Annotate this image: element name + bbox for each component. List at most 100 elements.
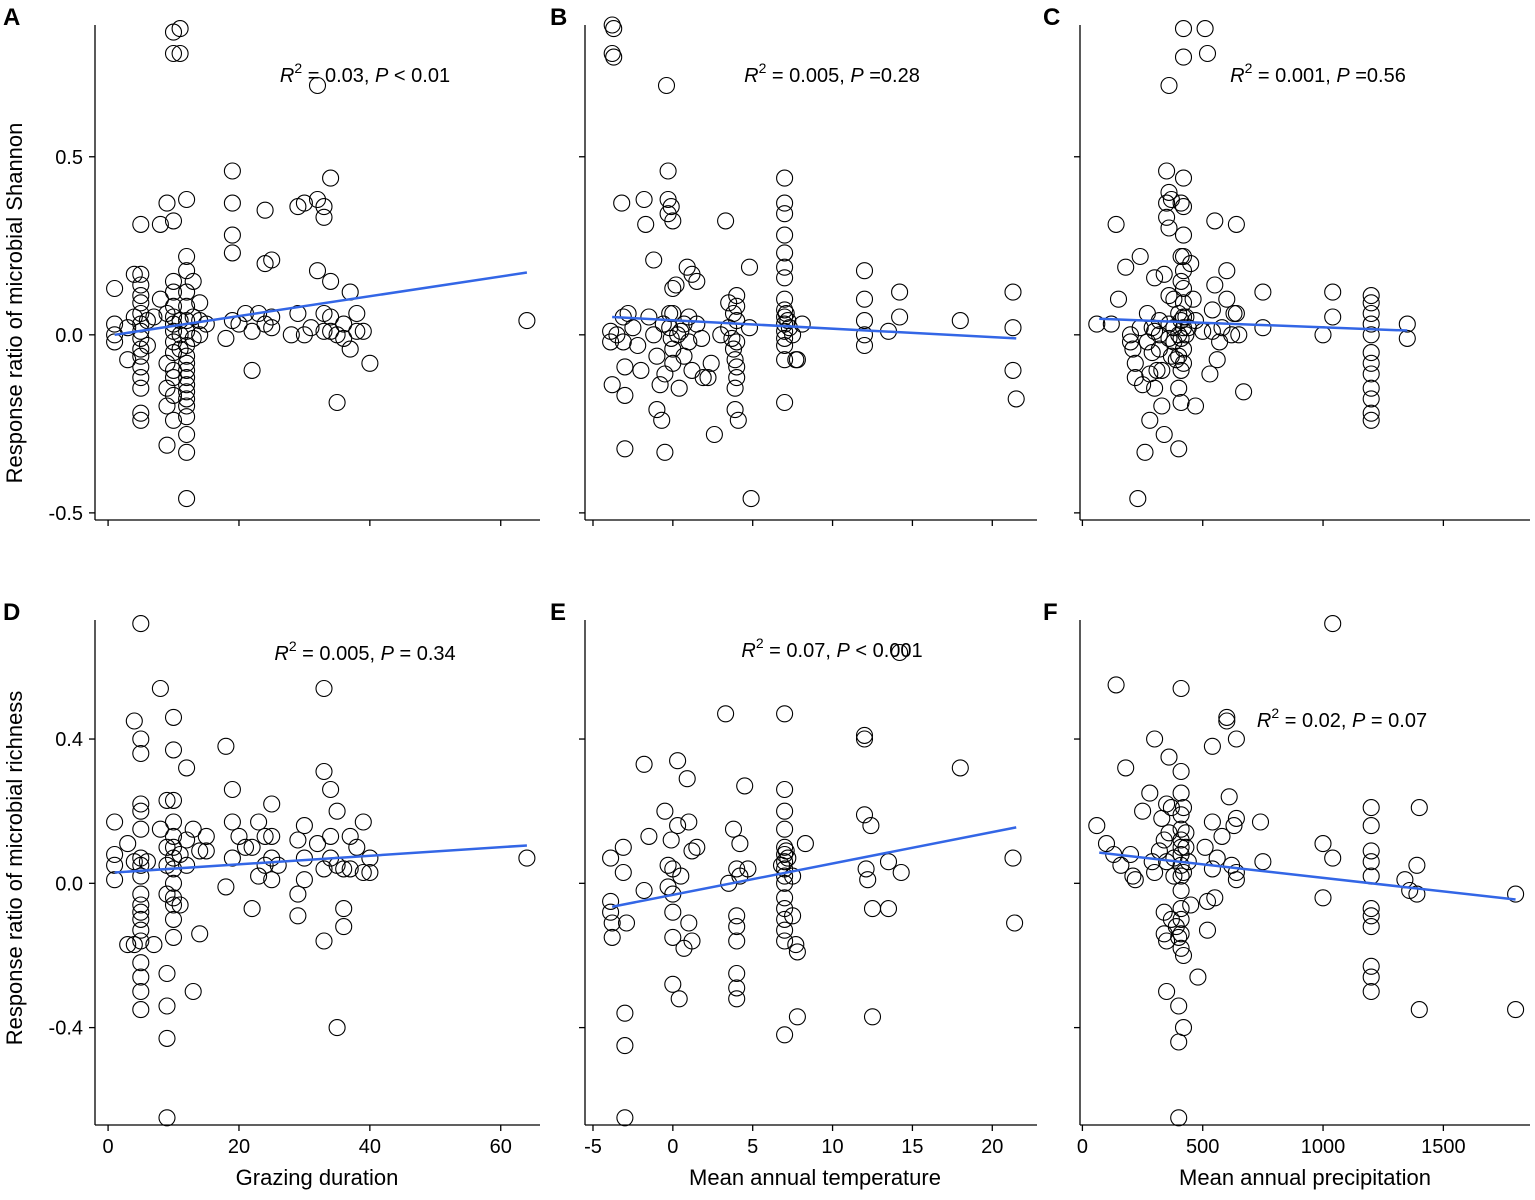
data-point: [1174, 799, 1193, 817]
data-point: [729, 411, 747, 429]
fit-line: [114, 271, 528, 337]
data-point: [1227, 863, 1245, 882]
data-point: [728, 358, 746, 376]
data-point: [788, 1008, 806, 1026]
data-point: [106, 813, 124, 831]
data-point: [348, 322, 366, 340]
data-point: [322, 827, 340, 845]
stat-annotation: R2 = 0.03, P < 0.01: [280, 60, 450, 87]
data-point: [322, 308, 340, 326]
data-point: [348, 838, 366, 856]
y-axis-title-bottom: Response ratio of microbial richness: [2, 691, 27, 1046]
data-point: [659, 878, 677, 896]
data-point: [879, 900, 898, 918]
data-point: [776, 244, 794, 262]
data-point: [776, 910, 794, 928]
data-point: [184, 982, 202, 1001]
data-point: [1174, 279, 1193, 298]
data-point: [776, 336, 794, 355]
data-point: [776, 845, 794, 864]
data-point: [132, 347, 150, 365]
data-point: [1227, 215, 1245, 233]
data-point: [171, 845, 189, 864]
data-point: [664, 975, 682, 993]
data-point: [1220, 788, 1238, 806]
data-point: [263, 849, 281, 867]
data-point: [736, 777, 754, 795]
data-point: [1230, 326, 1248, 344]
data-point: [289, 304, 307, 323]
data-point: [728, 333, 746, 351]
data-point: [158, 964, 176, 983]
data-point: [250, 867, 268, 885]
data-point: [178, 397, 196, 415]
data-point: [651, 376, 669, 394]
data-point: [777, 842, 795, 860]
data-point: [164, 791, 183, 809]
data-point: [164, 827, 183, 845]
data-point: [1172, 900, 1190, 918]
data-point: [728, 979, 746, 997]
panel-letter: E: [550, 599, 566, 626]
data-point: [726, 401, 744, 419]
data-point: [602, 333, 620, 351]
data-point: [724, 820, 743, 838]
data-point: [635, 755, 653, 773]
data-point: [1158, 208, 1176, 226]
data-point: [263, 795, 281, 813]
data-point: [776, 921, 794, 939]
data-point: [1160, 219, 1178, 237]
data-point: [1254, 283, 1272, 301]
data-point: [1182, 255, 1200, 273]
data-point: [891, 643, 909, 662]
data-point: [776, 705, 794, 723]
data-point: [863, 1008, 882, 1026]
data-point: [672, 867, 690, 885]
data-point: [315, 322, 333, 340]
data-point: [728, 964, 746, 983]
data-point: [603, 928, 621, 946]
data-point: [664, 212, 682, 230]
data-point: [603, 376, 621, 394]
data-point: [1218, 262, 1236, 280]
data-point: [106, 871, 124, 889]
data-point: [191, 294, 209, 312]
data-point: [223, 226, 241, 244]
data-point: [659, 162, 677, 180]
data-point: [1196, 838, 1214, 856]
data-point: [859, 871, 877, 889]
y-tick-label: 0.0: [55, 873, 83, 895]
data-point: [855, 336, 874, 355]
data-point: [145, 308, 163, 326]
data-point: [863, 900, 882, 918]
data-point: [776, 393, 794, 412]
data-point: [1174, 169, 1193, 187]
data-point: [1150, 842, 1168, 860]
data-point: [688, 272, 706, 290]
data-point: [322, 780, 340, 799]
data-point: [667, 276, 685, 294]
stat-annotation: R2 = 0.001, P =0.56: [1230, 60, 1406, 87]
data-point: [361, 849, 379, 867]
data-point: [361, 863, 379, 882]
panels: -0.5 0.0 0.5 A R2 = 0.03, P < 0.01 B R2 = 0.00…: [3, 4, 1530, 1158]
data-point: [178, 336, 196, 355]
data-point: [1206, 889, 1224, 907]
data-point: [178, 361, 196, 379]
data-point: [1134, 802, 1152, 820]
data-point: [788, 943, 806, 961]
data-point: [1184, 290, 1202, 308]
data-point: [683, 932, 701, 950]
data-point: [282, 326, 300, 344]
data-point: [1138, 333, 1156, 351]
x-tick-label: 15: [901, 1136, 923, 1158]
data-point: [1174, 863, 1193, 882]
data-point: [191, 842, 209, 860]
data-point: [295, 871, 313, 889]
data-point: [125, 265, 143, 283]
data-point: [1117, 759, 1135, 777]
data-point: [132, 215, 150, 233]
data-point: [1172, 939, 1190, 957]
data-point: [1007, 390, 1025, 408]
data-point: [776, 838, 794, 856]
